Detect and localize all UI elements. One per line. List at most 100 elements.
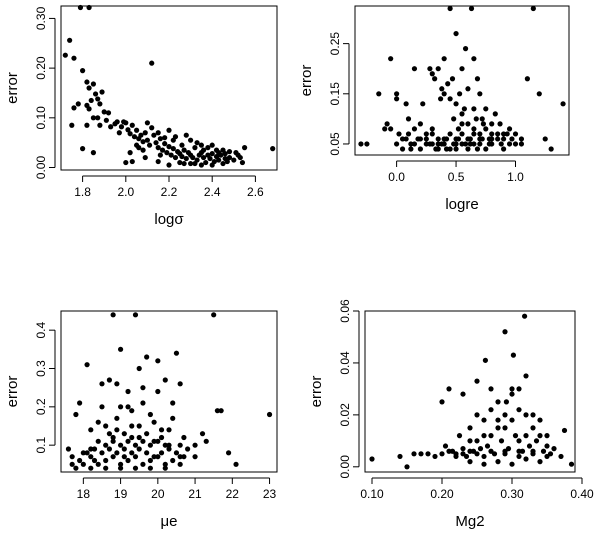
y-tick-label: 0.02	[338, 403, 352, 427]
data-point	[530, 425, 536, 431]
data-point	[158, 450, 165, 456]
x-tick-label: 2.0	[117, 185, 134, 199]
data-point	[103, 117, 109, 123]
data-point	[209, 142, 215, 148]
y-axis-title: error	[308, 376, 325, 408]
data-point	[451, 141, 457, 147]
data-point	[183, 155, 189, 162]
data-point	[495, 136, 501, 142]
data-point	[162, 141, 168, 147]
data-point	[97, 122, 103, 128]
data-point	[474, 412, 480, 418]
data-point	[95, 115, 101, 121]
data-point	[116, 130, 122, 136]
data-point	[429, 126, 435, 132]
data-point	[481, 417, 487, 423]
data-point	[77, 4, 84, 11]
data-point	[136, 145, 142, 151]
data-point	[103, 465, 109, 471]
data-point	[121, 446, 127, 452]
data-point	[86, 106, 92, 112]
data-point	[471, 56, 477, 62]
data-point	[551, 446, 557, 452]
data-point	[108, 124, 114, 130]
data-point	[101, 109, 107, 115]
data-point	[114, 415, 120, 421]
data-point	[132, 312, 139, 318]
data-point	[62, 52, 68, 58]
data-point	[443, 146, 450, 152]
y-tick-label: 0.00	[338, 455, 352, 479]
data-point	[177, 454, 183, 460]
data-point	[199, 431, 206, 437]
data-point	[129, 408, 135, 414]
data-point	[467, 459, 473, 465]
data-point	[462, 141, 469, 147]
data-point	[73, 411, 79, 418]
data-point	[117, 442, 124, 448]
data-point	[88, 97, 94, 104]
data-point	[536, 91, 542, 97]
data-point	[103, 457, 109, 464]
data-point	[474, 438, 480, 444]
data-point	[411, 66, 418, 72]
data-point	[164, 150, 170, 156]
data-point	[489, 131, 495, 137]
data-point	[497, 121, 503, 127]
y-tick-label: 0.05	[328, 132, 342, 156]
data-point	[495, 459, 501, 465]
data-point	[417, 146, 423, 152]
data-point	[77, 400, 83, 406]
data-point	[132, 454, 139, 460]
data-point	[140, 139, 146, 145]
data-point	[502, 329, 508, 335]
data-point	[435, 141, 441, 147]
data-point	[80, 146, 86, 152]
data-point	[560, 101, 566, 107]
data-point	[471, 141, 477, 147]
data-point	[207, 155, 213, 162]
data-point	[512, 141, 519, 147]
data-point	[220, 160, 226, 167]
data-point	[408, 141, 414, 147]
data-point	[423, 141, 429, 147]
data-point	[86, 4, 92, 11]
data-point	[127, 131, 133, 137]
y-axis-title: error	[4, 72, 21, 104]
data-point	[423, 136, 429, 142]
x-tick-label: 0.10	[360, 487, 384, 501]
data-point	[411, 141, 418, 147]
data-point	[144, 354, 150, 360]
data-point	[179, 142, 185, 148]
data-point	[516, 407, 522, 413]
data-point	[216, 157, 222, 163]
data-point	[173, 350, 180, 356]
data-point	[446, 448, 452, 454]
x-tick-label: 0.5	[448, 170, 465, 184]
data-point	[88, 446, 94, 452]
y-tick-label: 0.15	[328, 82, 342, 106]
data-point	[467, 136, 473, 142]
data-point	[516, 453, 522, 460]
data-point	[162, 377, 168, 383]
data-point	[177, 381, 183, 387]
data-point	[188, 137, 194, 143]
data-point	[226, 149, 233, 155]
data-point	[224, 158, 230, 165]
data-point	[399, 146, 406, 152]
x-tick-label: 22	[226, 487, 240, 501]
data-point	[522, 313, 528, 319]
scatter-panel-mu-e: 18 19 20 21 22 23 0.1 0.2 0.3 0.4 μe error	[4, 310, 278, 530]
data-point	[121, 454, 127, 460]
data-point	[233, 461, 239, 467]
data-point	[447, 146, 453, 152]
data-point	[200, 147, 207, 153]
x-axis-title: μe	[161, 513, 178, 530]
data-point	[129, 122, 135, 128]
data-point	[140, 461, 146, 467]
y-tick-label: 0.4	[34, 322, 48, 339]
data-point	[127, 150, 133, 156]
data-point	[129, 423, 135, 429]
y-tick-label: 0.1	[34, 437, 48, 454]
data-point	[425, 451, 431, 457]
